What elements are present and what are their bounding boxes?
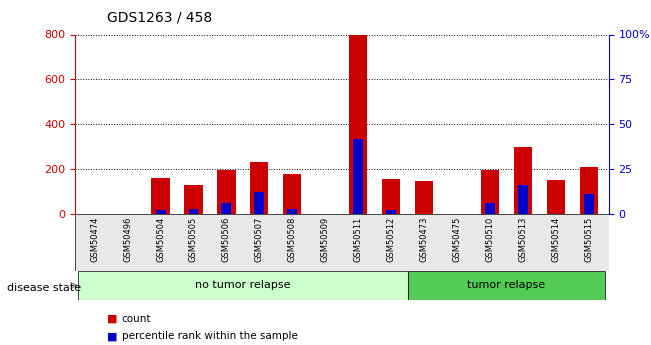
Bar bbox=[217, 170, 236, 214]
Text: GSM50514: GSM50514 bbox=[551, 217, 561, 262]
Text: no tumor relapse: no tumor relapse bbox=[195, 280, 290, 290]
Bar bbox=[287, 208, 298, 214]
Text: tumor relapse: tumor relapse bbox=[467, 280, 546, 290]
Bar bbox=[415, 181, 433, 214]
Bar bbox=[386, 210, 396, 214]
Bar bbox=[408, 271, 605, 300]
Text: GSM50507: GSM50507 bbox=[255, 217, 264, 262]
Text: count: count bbox=[122, 314, 151, 324]
Text: GSM50515: GSM50515 bbox=[585, 217, 594, 262]
Text: percentile rank within the sample: percentile rank within the sample bbox=[122, 332, 298, 341]
Text: GSM50496: GSM50496 bbox=[123, 217, 132, 262]
Bar bbox=[156, 210, 165, 214]
Bar bbox=[514, 147, 532, 214]
Text: ■: ■ bbox=[107, 314, 118, 324]
Bar bbox=[75, 214, 609, 271]
Bar bbox=[184, 185, 202, 214]
Text: disease state: disease state bbox=[7, 283, 81, 293]
Bar bbox=[283, 174, 301, 214]
Bar bbox=[152, 178, 170, 214]
Bar bbox=[580, 167, 598, 214]
Bar bbox=[78, 271, 408, 300]
Text: GSM50512: GSM50512 bbox=[387, 217, 396, 262]
Text: GSM50508: GSM50508 bbox=[288, 217, 297, 262]
Bar bbox=[189, 208, 199, 214]
Text: ■: ■ bbox=[107, 332, 118, 341]
Bar bbox=[353, 139, 363, 214]
Bar bbox=[255, 193, 264, 214]
Text: GSM50509: GSM50509 bbox=[321, 217, 330, 262]
Bar bbox=[481, 170, 499, 214]
Text: GSM50511: GSM50511 bbox=[353, 217, 363, 262]
Bar bbox=[518, 185, 528, 214]
Text: GSM50510: GSM50510 bbox=[486, 217, 495, 262]
Text: GSM50475: GSM50475 bbox=[452, 217, 462, 262]
Text: GSM50505: GSM50505 bbox=[189, 217, 198, 262]
Text: GSM50513: GSM50513 bbox=[518, 217, 527, 262]
Bar bbox=[349, 34, 367, 214]
Bar bbox=[251, 162, 268, 214]
Text: GDS1263 / 458: GDS1263 / 458 bbox=[107, 10, 213, 24]
Text: GSM50504: GSM50504 bbox=[156, 217, 165, 262]
Text: GSM50474: GSM50474 bbox=[90, 217, 99, 262]
Bar bbox=[547, 180, 565, 214]
Text: GSM50506: GSM50506 bbox=[222, 217, 231, 262]
Bar bbox=[382, 179, 400, 214]
Bar bbox=[584, 194, 594, 214]
Bar bbox=[221, 203, 231, 214]
Text: GSM50473: GSM50473 bbox=[420, 217, 428, 262]
Bar bbox=[485, 203, 495, 214]
